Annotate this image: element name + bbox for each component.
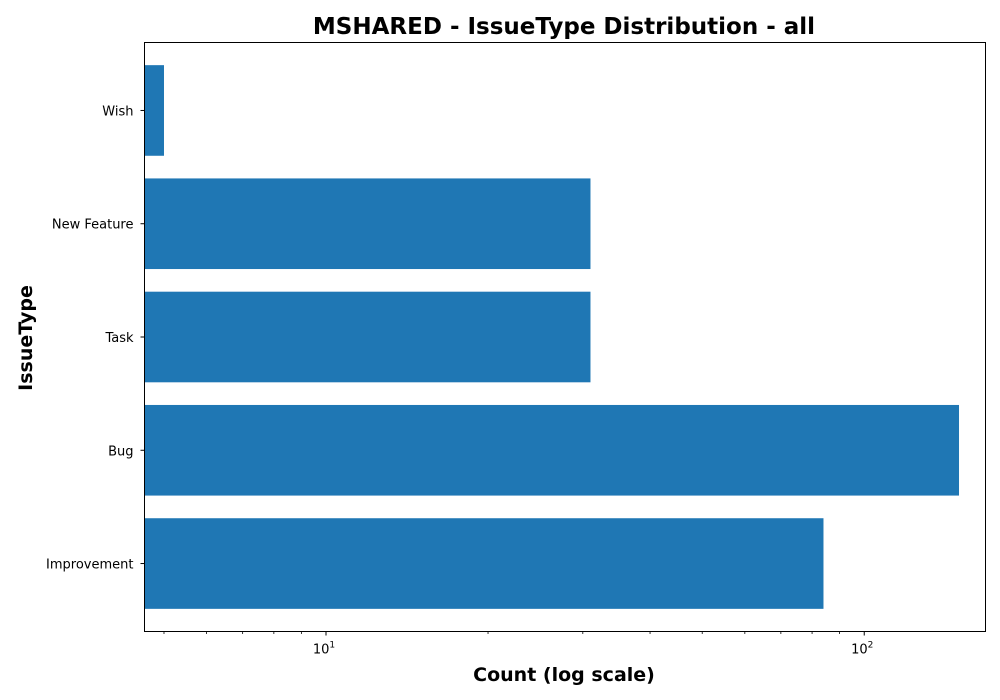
y-tick-label: Task [104, 331, 134, 346]
x-tick-exponent: 1 [329, 641, 335, 651]
x-tick-label: 101 [313, 641, 335, 658]
bar-bug [144, 404, 960, 496]
bar-new-feature [144, 178, 591, 270]
y-tick-label: Bug [108, 444, 133, 459]
x-axis-ticks: 101 102 [163, 631, 873, 658]
y-tick-label: Wish [102, 104, 133, 119]
x-axis-label: Count (log scale) [473, 664, 655, 686]
y-axis-ticks: Improvement Bug Task New Feature Wish [46, 104, 145, 573]
plot-frame [144, 42, 986, 632]
x-tick-base: 10 [851, 643, 868, 658]
bar-wish [144, 65, 164, 156]
x-tick-exponent: 2 [868, 641, 874, 651]
y-axis-label: IssueType [15, 285, 37, 391]
x-tick-label: 102 [851, 641, 873, 658]
bars-group [144, 65, 960, 609]
bar-task [144, 291, 591, 383]
x-tick-base: 10 [313, 643, 330, 658]
bar-improvement [144, 518, 824, 609]
y-tick-label: New Feature [52, 218, 134, 233]
y-tick-label: Improvement [46, 558, 133, 573]
chart-title: MSHARED - IssueType Distribution - all [313, 14, 815, 40]
